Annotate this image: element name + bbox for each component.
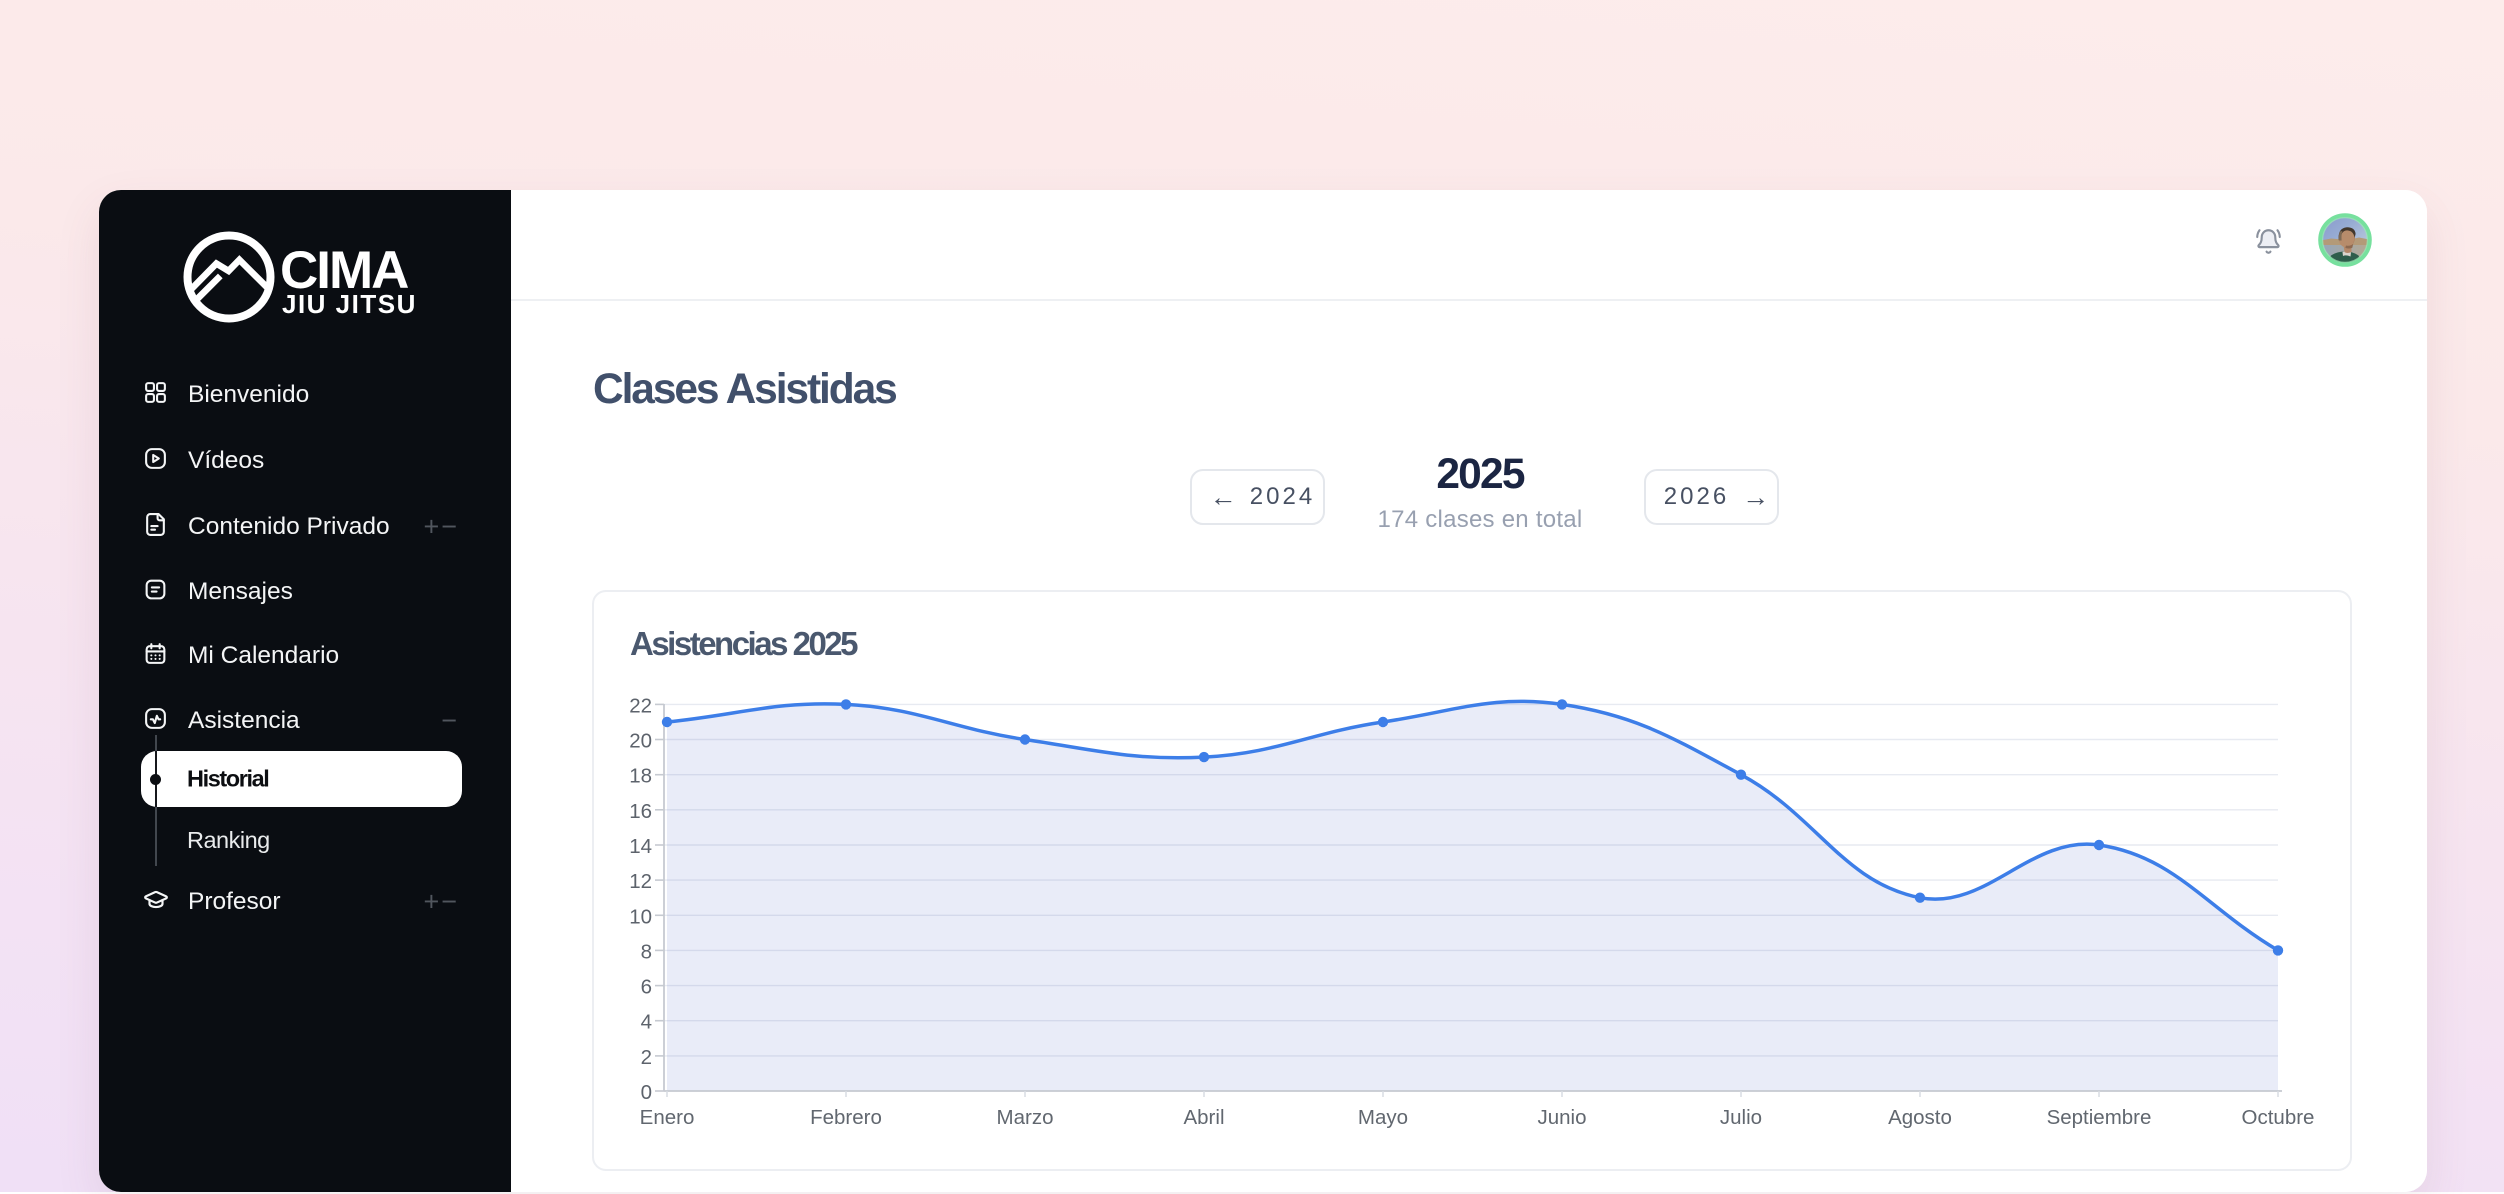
svg-text:Octubre: Octubre xyxy=(2242,1106,2315,1129)
svg-text:22: 22 xyxy=(629,694,652,717)
svg-text:Agosto: Agosto xyxy=(1888,1106,1952,1129)
svg-text:16: 16 xyxy=(629,800,652,823)
svg-text:0: 0 xyxy=(641,1081,652,1104)
svg-text:Febrero: Febrero xyxy=(810,1106,882,1129)
svg-text:Mayo: Mayo xyxy=(1358,1106,1408,1129)
svg-text:4: 4 xyxy=(641,1011,652,1034)
svg-text:Marzo: Marzo xyxy=(997,1106,1054,1129)
svg-text:12: 12 xyxy=(629,870,652,893)
svg-text:18: 18 xyxy=(629,765,652,788)
svg-text:Julio: Julio xyxy=(1720,1106,1762,1129)
svg-text:Abril: Abril xyxy=(1183,1106,1224,1129)
svg-text:20: 20 xyxy=(629,730,652,753)
svg-text:Junio: Junio xyxy=(1537,1106,1586,1129)
svg-text:JIU JITSU: JIU JITSU xyxy=(282,289,417,319)
svg-text:6: 6 xyxy=(641,976,652,999)
svg-text:14: 14 xyxy=(629,835,652,858)
svg-text:Enero: Enero xyxy=(640,1106,695,1129)
svg-text:Septiembre: Septiembre xyxy=(2047,1106,2152,1129)
svg-text:2: 2 xyxy=(641,1046,652,1069)
svg-text:10: 10 xyxy=(629,905,652,928)
svg-text:8: 8 xyxy=(641,940,652,963)
svg-text:CIMA: CIMA xyxy=(280,241,408,300)
